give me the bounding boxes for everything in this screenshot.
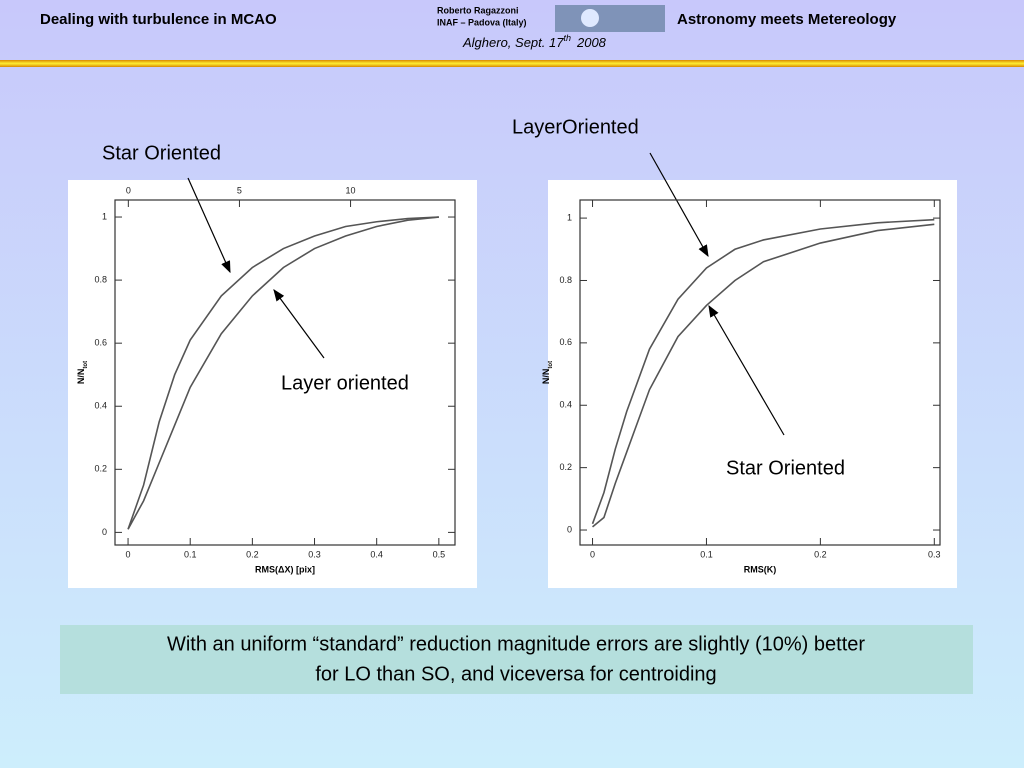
chart-panel: [548, 180, 957, 588]
affiliation: INAF – Padova (Italy): [437, 17, 527, 27]
y-axis-label: N/Ntot: [76, 361, 88, 384]
arrow: [708, 304, 785, 436]
year: 2008: [576, 35, 607, 50]
y-tick-label: 0: [102, 527, 107, 537]
y-tick-label: 1: [102, 211, 107, 221]
logo: [555, 5, 665, 32]
x-tick-label: 0.3: [928, 549, 941, 559]
plot-frame: [579, 199, 941, 546]
header-right-title: Astronomy meets Metereology: [677, 11, 897, 28]
annotation: LayerOriented: [512, 116, 639, 138]
x2-tick-label: 5: [237, 185, 242, 195]
y-tick-label: 0.8: [559, 275, 572, 285]
date-text: Alghero, Sept. 17: [462, 35, 564, 50]
y-tick-label: 0.2: [94, 464, 107, 474]
y-tick-label: 0.2: [559, 462, 572, 472]
annotation: Star Oriented: [102, 142, 221, 164]
x-tick-label: 0.3: [308, 549, 321, 559]
chart-panel: [68, 180, 477, 588]
caption: With an uniform “standard” reduction mag…: [167, 633, 865, 655]
y-tick-label: 0: [567, 524, 572, 534]
y-tick-label: 0.4: [94, 401, 107, 411]
plot-frame: [114, 199, 456, 546]
y-tick-label: 0.8: [94, 274, 107, 284]
x-axis-label: RMS(K): [744, 564, 777, 574]
header-title: Dealing with turbulence in MCAO: [40, 11, 277, 28]
x-tick-label: 0.2: [246, 549, 259, 559]
y-axis-label: N/Ntot: [541, 361, 553, 384]
curve: [592, 223, 935, 528]
y-axis-label-sub: tot: [83, 361, 89, 369]
y-tick-label: 1: [567, 212, 572, 222]
date-sup: th: [563, 33, 571, 43]
x-tick-label: 0.5: [433, 549, 446, 559]
x2-tick-label: 0: [126, 185, 131, 195]
x-tick-label: 0: [590, 549, 595, 559]
y-axis-label-sub: tot: [548, 361, 554, 369]
x-axis-label: RMS(ΔX) [pix]: [255, 564, 315, 574]
x-tick-label: 0: [126, 549, 131, 559]
arrow: [187, 177, 231, 274]
x-tick-label: 0.1: [184, 549, 197, 559]
y-axis-label-main: N/N: [76, 369, 86, 385]
caption-box: [60, 625, 973, 694]
curve: [127, 216, 439, 530]
y-tick-label: 0.6: [94, 338, 107, 348]
y-axis-label-main: N/N: [541, 369, 551, 385]
arrow: [273, 289, 325, 359]
y-tick-label: 0.4: [559, 400, 572, 410]
annotation: Star Oriented: [726, 457, 845, 479]
x-tick-label: 0.4: [370, 549, 383, 559]
x-tick-label: 0.1: [700, 549, 713, 559]
curve: [127, 216, 439, 530]
header-rule: [0, 60, 1024, 67]
x-tick-label: 0.2: [814, 549, 827, 559]
arrow: [649, 152, 709, 258]
date: Alghero, Sept. 17th 2008: [462, 33, 607, 50]
curve: [591, 218, 935, 525]
annotation: Layer oriented: [281, 372, 409, 394]
logo-mark: [581, 9, 599, 27]
author: Roberto Ragazzoni: [437, 5, 519, 15]
caption: for LO than SO, and viceversa for centro…: [315, 663, 716, 685]
y-tick-label: 0.6: [559, 337, 572, 347]
x2-tick-label: 10: [346, 185, 356, 195]
